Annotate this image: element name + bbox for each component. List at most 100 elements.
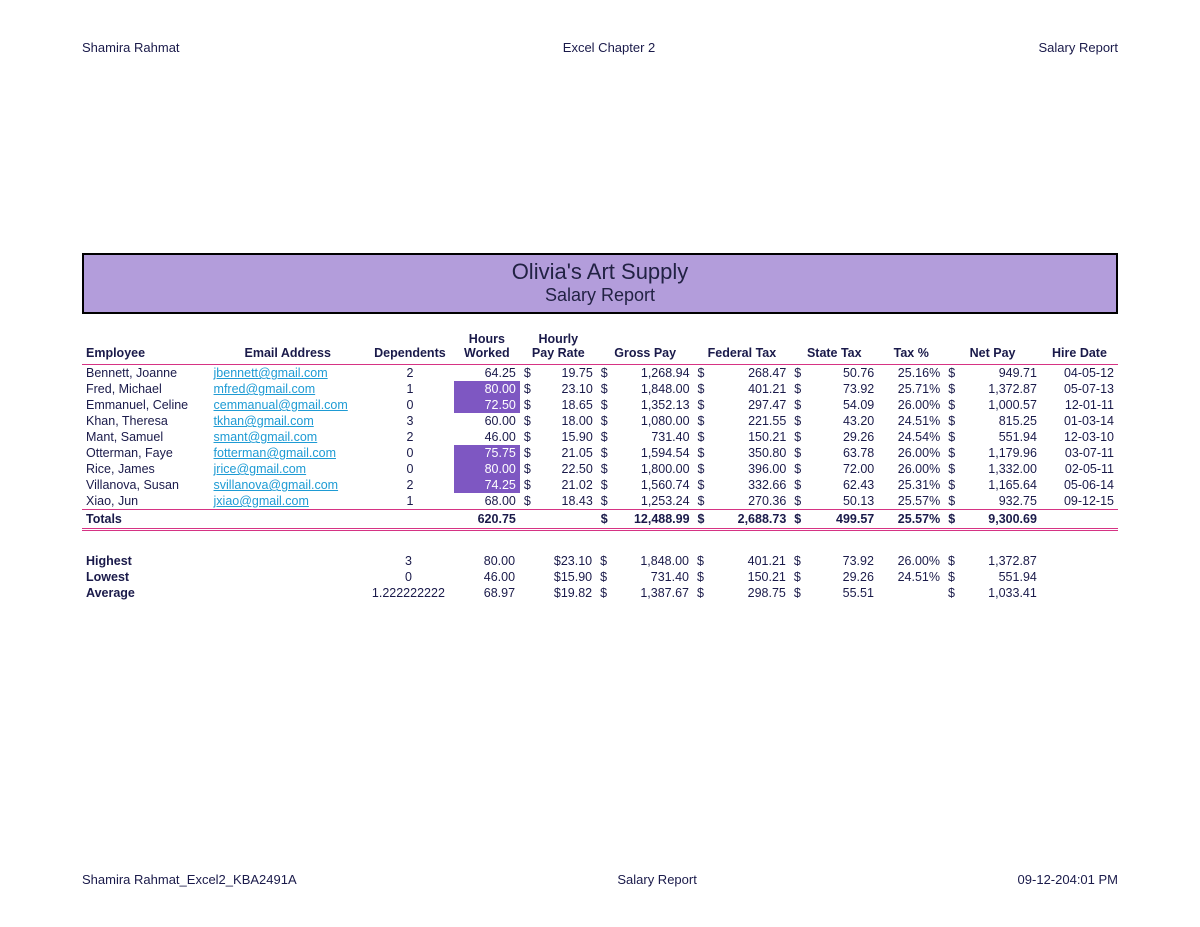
cell-dep: 1 bbox=[366, 381, 454, 397]
cell-dep: 0 bbox=[366, 397, 454, 413]
stats-table: Highest380.00$23.10$1,848.00$401.21$73.9… bbox=[82, 553, 1118, 601]
footer-center: Salary Report bbox=[617, 872, 696, 887]
cell-fed: $221.55 bbox=[694, 413, 791, 429]
header-left: Shamira Rahmat bbox=[82, 40, 180, 55]
col-hiredate: Hire Date bbox=[1041, 332, 1118, 365]
cell-fed: $332.66 bbox=[694, 477, 791, 493]
header-right: Salary Report bbox=[1039, 40, 1118, 55]
cell-email[interactable]: smant@gmail.com bbox=[210, 429, 366, 445]
cell-rate: $15.90 bbox=[520, 429, 597, 445]
cell-email[interactable]: fotterman@gmail.com bbox=[210, 445, 366, 461]
cell-email[interactable]: tkhan@gmail.com bbox=[210, 413, 366, 429]
title-banner: Olivia's Art Supply Salary Report bbox=[82, 253, 1118, 314]
table-header-row: Employee Email Address Dependents Hours … bbox=[82, 332, 1118, 365]
cell-email[interactable]: mfred@gmail.com bbox=[210, 381, 366, 397]
stats-net: $551.94 bbox=[944, 569, 1041, 585]
col-fedtax: Federal Tax bbox=[694, 332, 791, 365]
cell-state: $54.09 bbox=[790, 397, 878, 413]
table-row: Fred, Michaelmfred@gmail.com180.00$23.10… bbox=[82, 381, 1118, 397]
cell-hours: 80.00 bbox=[454, 461, 520, 477]
cell-rate: $18.65 bbox=[520, 397, 597, 413]
cell-employee: Villanova, Susan bbox=[82, 477, 210, 493]
cell-net: $1,165.64 bbox=[944, 477, 1041, 493]
totals-label: Totals bbox=[82, 510, 210, 530]
totals-taxpct: 25.57% bbox=[878, 510, 944, 530]
cell-fed: $268.47 bbox=[694, 365, 791, 382]
stats-state: $73.92 bbox=[790, 553, 878, 569]
stats-hours: 46.00 bbox=[453, 569, 519, 585]
stats-label: Lowest bbox=[82, 569, 210, 585]
cell-rate: $21.02 bbox=[520, 477, 597, 493]
cell-email[interactable]: jbennett@gmail.com bbox=[210, 365, 366, 382]
cell-rate: $23.10 bbox=[520, 381, 597, 397]
cell-hire: 12-03-10 bbox=[1041, 429, 1118, 445]
cell-email[interactable]: jrice@gmail.com bbox=[210, 461, 366, 477]
table-row: Bennett, Joannejbennett@gmail.com264.25$… bbox=[82, 365, 1118, 382]
cell-net: $551.94 bbox=[944, 429, 1041, 445]
cell-taxpct: 25.31% bbox=[878, 477, 944, 493]
stats-fed: $298.75 bbox=[693, 585, 790, 601]
col-gross: Gross Pay bbox=[597, 332, 694, 365]
cell-state: $62.43 bbox=[790, 477, 878, 493]
page-header: Shamira Rahmat Excel Chapter 2 Salary Re… bbox=[82, 40, 1118, 55]
cell-net: $1,179.96 bbox=[944, 445, 1041, 461]
table-row: Otterman, Fayefotterman@gmail.com075.75$… bbox=[82, 445, 1118, 461]
stats-hours: 68.97 bbox=[453, 585, 519, 601]
cell-hours: 72.50 bbox=[454, 397, 520, 413]
cell-taxpct: 25.57% bbox=[878, 493, 944, 510]
stats-state: $55.51 bbox=[790, 585, 878, 601]
cell-email[interactable]: jxiao@gmail.com bbox=[210, 493, 366, 510]
stats-dep: 3 bbox=[364, 553, 453, 569]
stats-rate: $19.82 bbox=[519, 585, 596, 601]
cell-fed: $297.47 bbox=[694, 397, 791, 413]
footer-left: Shamira Rahmat_Excel2_KBA2491A bbox=[82, 872, 297, 887]
col-dependents: Dependents bbox=[366, 332, 454, 365]
cell-net: $1,372.87 bbox=[944, 381, 1041, 397]
cell-employee: Emmanuel, Celine bbox=[82, 397, 210, 413]
stats-state: $29.26 bbox=[790, 569, 878, 585]
stats-net: $1,033.41 bbox=[944, 585, 1041, 601]
company-title: Olivia's Art Supply bbox=[84, 259, 1116, 285]
cell-employee: Rice, James bbox=[82, 461, 210, 477]
cell-hours: 74.25 bbox=[454, 477, 520, 493]
cell-fed: $350.80 bbox=[694, 445, 791, 461]
cell-hire: 12-01-11 bbox=[1041, 397, 1118, 413]
cell-taxpct: 26.00% bbox=[878, 445, 944, 461]
cell-hours: 75.75 bbox=[454, 445, 520, 461]
cell-state: $50.13 bbox=[790, 493, 878, 510]
stats-rate: $23.10 bbox=[519, 553, 596, 569]
cell-rate: $18.00 bbox=[520, 413, 597, 429]
cell-dep: 1 bbox=[366, 493, 454, 510]
cell-fed: $150.21 bbox=[694, 429, 791, 445]
cell-dep: 2 bbox=[366, 429, 454, 445]
table-row: Mant, Samuelsmant@gmail.com246.00$15.90$… bbox=[82, 429, 1118, 445]
cell-rate: $18.43 bbox=[520, 493, 597, 510]
cell-dep: 2 bbox=[366, 477, 454, 493]
cell-employee: Khan, Theresa bbox=[82, 413, 210, 429]
cell-state: $73.92 bbox=[790, 381, 878, 397]
cell-employee: Bennett, Joanne bbox=[82, 365, 210, 382]
cell-hours: 68.00 bbox=[454, 493, 520, 510]
stats-hours: 80.00 bbox=[453, 553, 519, 569]
cell-gross: $1,594.54 bbox=[597, 445, 694, 461]
stats-label: Average bbox=[82, 585, 210, 601]
cell-net: $949.71 bbox=[944, 365, 1041, 382]
col-employee: Employee bbox=[82, 332, 210, 365]
cell-fed: $401.21 bbox=[694, 381, 791, 397]
cell-email[interactable]: svillanova@gmail.com bbox=[210, 477, 366, 493]
cell-net: $932.75 bbox=[944, 493, 1041, 510]
stats-gross: $731.40 bbox=[596, 569, 693, 585]
cell-email[interactable]: cemmanual@gmail.com bbox=[210, 397, 366, 413]
cell-state: $50.76 bbox=[790, 365, 878, 382]
cell-dep: 0 bbox=[366, 445, 454, 461]
cell-rate: $19.75 bbox=[520, 365, 597, 382]
cell-employee: Mant, Samuel bbox=[82, 429, 210, 445]
cell-taxpct: 25.71% bbox=[878, 381, 944, 397]
stats-taxpct: 26.00% bbox=[878, 553, 944, 569]
col-email: Email Address bbox=[210, 332, 366, 365]
salary-table: Employee Email Address Dependents Hours … bbox=[82, 332, 1118, 531]
stats-taxpct: 24.51% bbox=[878, 569, 944, 585]
col-statetax: State Tax bbox=[790, 332, 878, 365]
cell-net: $1,332.00 bbox=[944, 461, 1041, 477]
stats-fed: $401.21 bbox=[693, 553, 790, 569]
